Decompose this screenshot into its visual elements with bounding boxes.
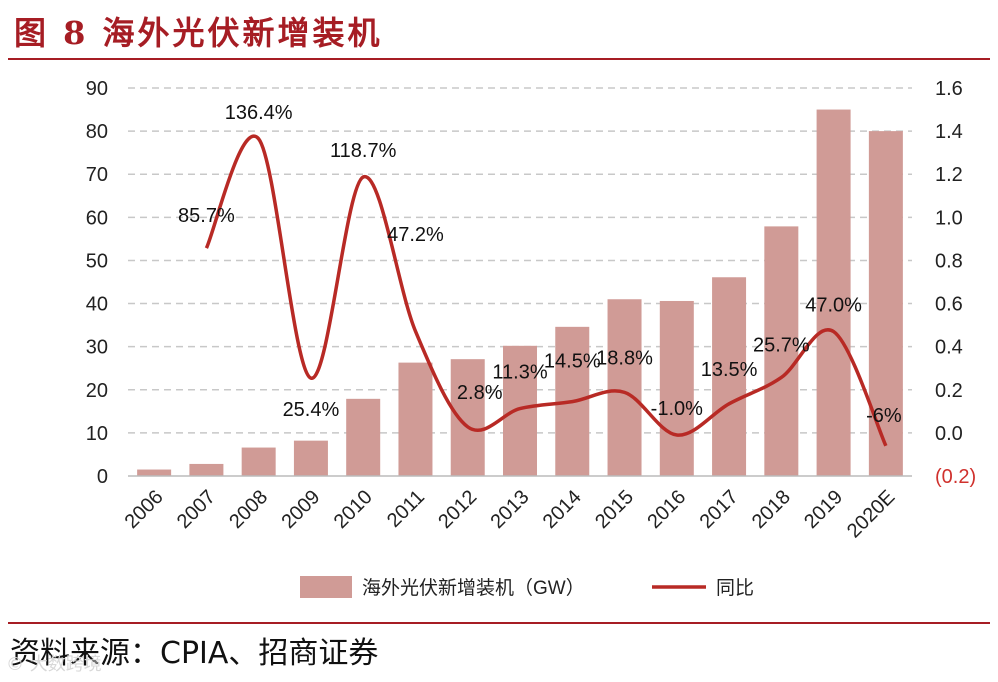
y-tick-right: 1.6	[935, 78, 963, 100]
y-tick-right: 0.4	[935, 337, 963, 359]
data-label: 118.7%	[330, 140, 397, 162]
x-tick-label: 2009	[277, 486, 324, 533]
bar	[241, 447, 276, 476]
x-tick-label: 2017	[696, 486, 743, 533]
yoy-line	[204, 134, 888, 447]
bar	[137, 469, 172, 476]
y-tick-left: 80	[86, 121, 108, 143]
data-label: 85.7%	[178, 205, 235, 227]
y-tick-right: (0.2)	[935, 466, 976, 488]
legend-label-line: 同比	[716, 577, 754, 599]
y-tick-right: 1.2	[935, 164, 963, 186]
y-tick-right: 1.0	[935, 207, 963, 229]
y-tick-left: 90	[86, 78, 108, 100]
data-label: 2.8%	[457, 382, 503, 404]
source-divider	[8, 622, 990, 624]
bar	[764, 226, 799, 476]
bar	[659, 300, 694, 476]
x-tick-label: 2019	[800, 486, 847, 533]
y-tick-left: 60	[86, 207, 108, 229]
bar	[398, 362, 433, 476]
x-tick-label: 2013	[487, 486, 534, 533]
y-tick-right: 0.0	[935, 423, 963, 445]
x-tick-label: 2008	[225, 486, 272, 533]
y-tick-right: 0.6	[935, 294, 963, 316]
data-label: 47.2%	[387, 224, 444, 246]
bar	[189, 463, 224, 476]
bar	[503, 345, 537, 476]
bar	[816, 109, 851, 477]
bar	[293, 440, 328, 476]
y-tick-left: 0	[97, 466, 108, 488]
combo-chart: 0 10 20 30 40 50 60 70 80 90 (0.2) 0.0 0.2 0.4 0.6 0.8 1…	[86, 78, 976, 599]
y-tick-left: 70	[86, 164, 108, 186]
bar	[712, 277, 747, 476]
x-tick-label: 2007	[173, 486, 220, 533]
legend-swatch-bar	[300, 576, 352, 598]
y-tick-right: 0.8	[935, 250, 963, 272]
x-tick-label: 2010	[330, 486, 377, 533]
data-label: 11.3%	[492, 362, 547, 384]
data-label: 14.5%	[544, 351, 601, 373]
x-tick-label: 2014	[539, 486, 586, 533]
x-tick-label: 2011	[383, 486, 429, 532]
y-tick-left: 50	[86, 250, 108, 272]
y-tick-left: 40	[86, 294, 108, 316]
x-tick-label: 2016	[643, 486, 690, 533]
data-label: -1.0%	[651, 398, 703, 420]
data-label: 13.5%	[701, 359, 758, 381]
y-tick-left: 30	[86, 337, 108, 359]
figure-title: 图 8 海外光伏新增装机	[14, 14, 383, 52]
x-tick-label: 2015	[591, 486, 638, 533]
y-tick-left: 20	[86, 380, 108, 402]
data-label: 25.4%	[283, 399, 340, 421]
bar	[450, 359, 485, 476]
data-label: 25.7%	[753, 334, 810, 356]
x-tick-label: 2020E	[843, 486, 899, 542]
source-note: 资料来源：CPIA、招商证券	[10, 636, 379, 671]
y-tick-right: 1.4	[935, 121, 963, 143]
y-tick-right: 0.2	[935, 380, 963, 402]
data-label: 18.8%	[596, 347, 653, 369]
x-tick-label: 2018	[748, 486, 795, 533]
data-label: 47.0%	[805, 295, 862, 317]
bar	[346, 398, 381, 476]
y-tick-left: 10	[86, 423, 108, 445]
watermark: © 大数跨境	[6, 654, 102, 675]
x-tick-label: 2006	[121, 486, 168, 533]
data-label: -6%	[866, 405, 902, 427]
data-label: 136.4%	[225, 102, 293, 124]
bar	[607, 299, 642, 476]
title-divider	[8, 58, 990, 60]
x-tick-label: 2012	[434, 486, 481, 533]
legend-label-bar: 海外光伏新增装机（GW）	[362, 577, 585, 599]
